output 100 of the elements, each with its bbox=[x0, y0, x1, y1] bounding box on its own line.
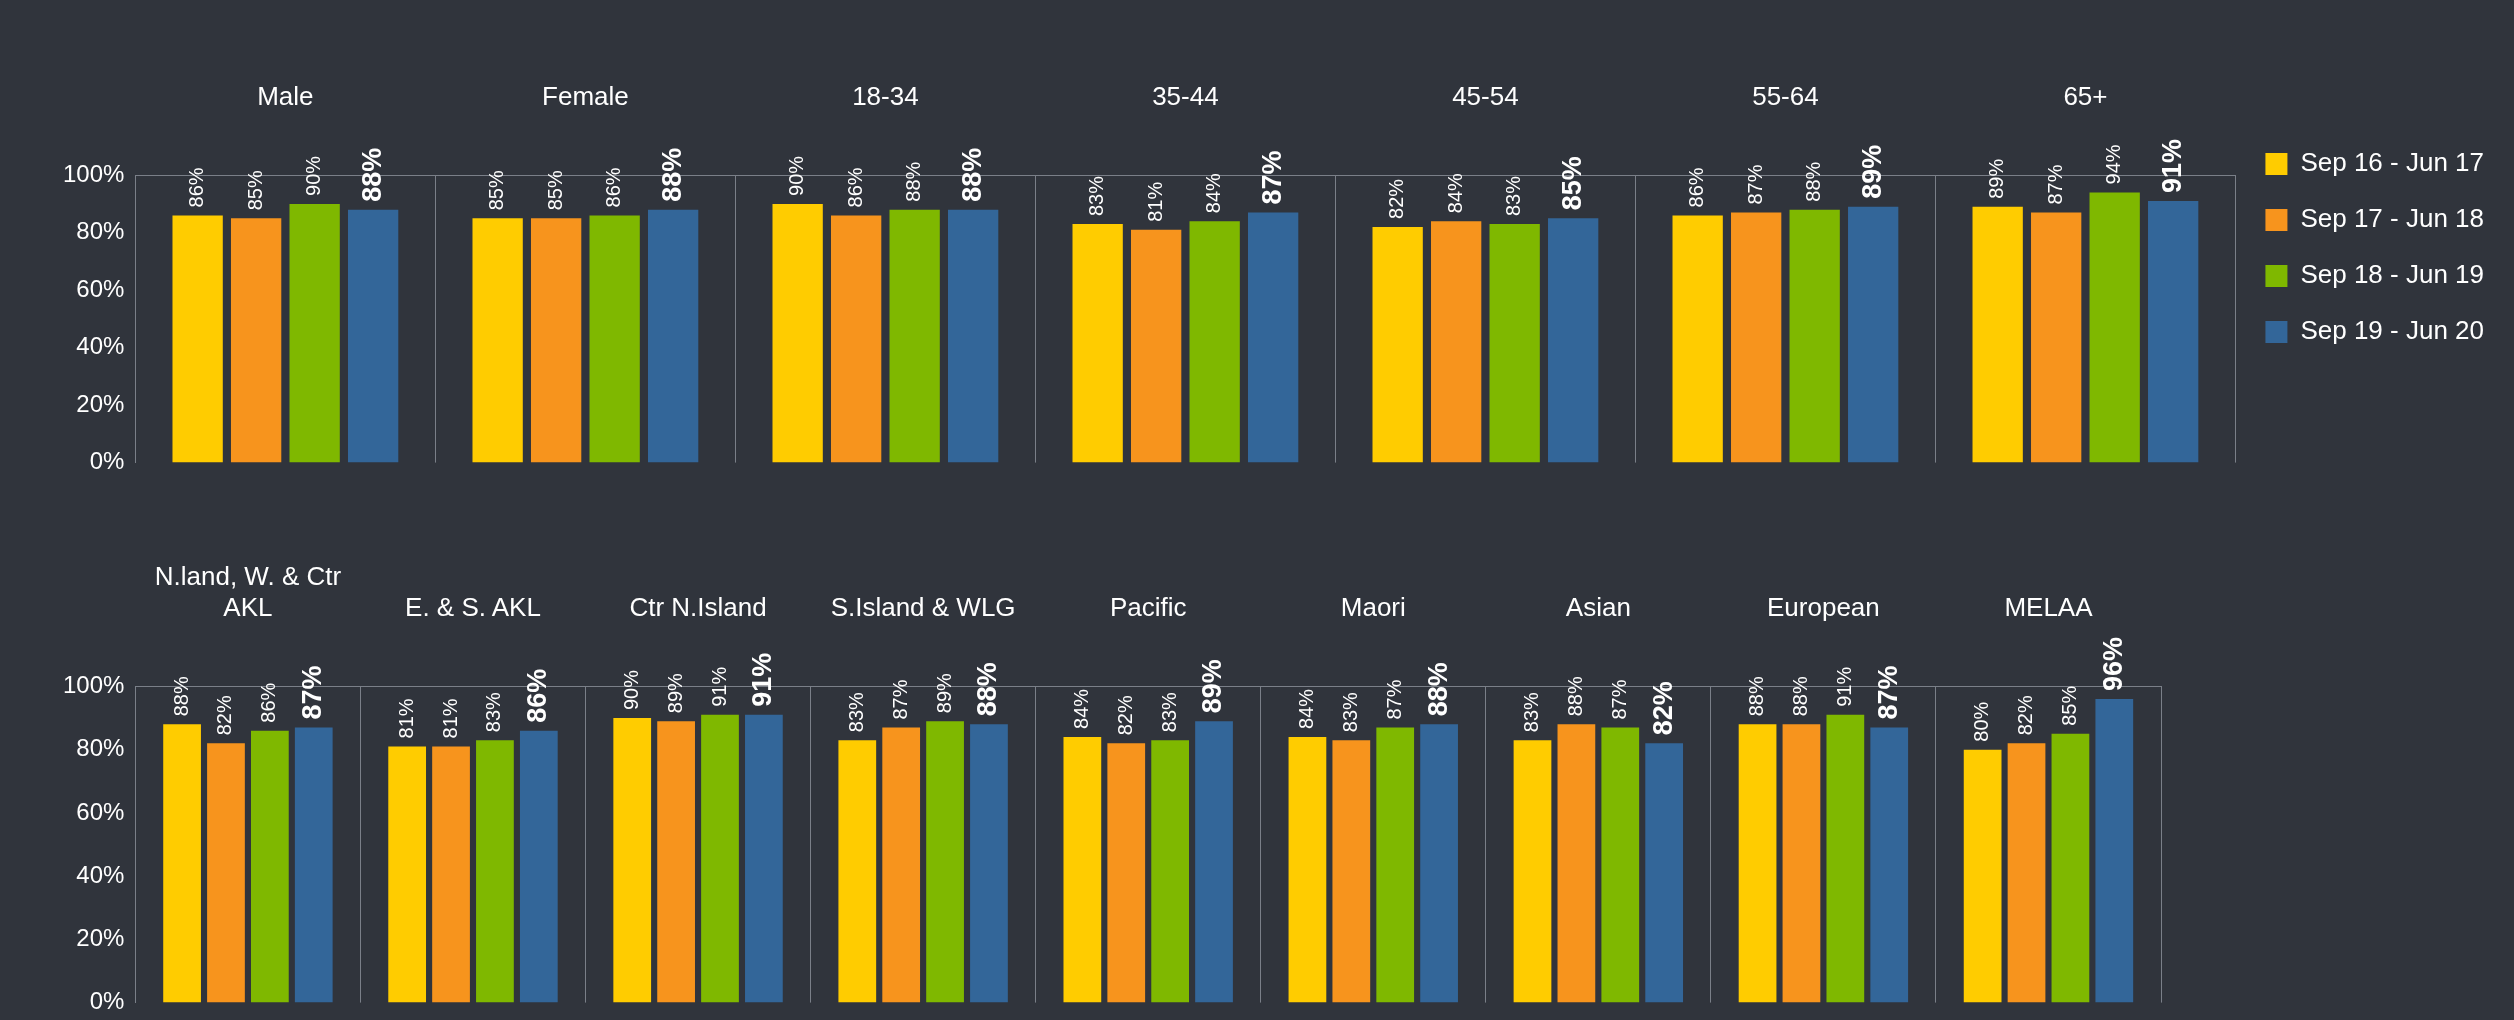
bar bbox=[1332, 740, 1371, 1003]
data-label: 82% bbox=[1647, 681, 1678, 736]
data-label: 83% bbox=[844, 691, 867, 733]
bar bbox=[1431, 221, 1482, 463]
data-label: 89% bbox=[1856, 144, 1887, 199]
data-label: 86% bbox=[522, 668, 553, 723]
bar bbox=[1489, 224, 1540, 463]
data-label: 89% bbox=[1985, 158, 2008, 199]
data-label: 88% bbox=[1788, 676, 1811, 717]
bar bbox=[2089, 192, 2140, 463]
data-label: 94% bbox=[2102, 144, 2125, 185]
bar bbox=[2095, 699, 2134, 1003]
bar bbox=[772, 203, 823, 463]
data-label: 84% bbox=[1294, 688, 1317, 729]
data-label: 84% bbox=[1069, 688, 1092, 729]
y-tick-label: 20% bbox=[76, 389, 125, 417]
data-label: 89% bbox=[1197, 659, 1228, 714]
bar bbox=[250, 730, 289, 1003]
bar bbox=[647, 209, 699, 463]
bar bbox=[613, 718, 652, 1003]
x-tick-label: 55-64 bbox=[1752, 80, 1819, 111]
data-label: 88% bbox=[1802, 161, 1825, 202]
bar bbox=[947, 209, 999, 463]
data-label: 86% bbox=[843, 167, 866, 208]
bar bbox=[476, 740, 514, 1003]
data-label: 87% bbox=[1872, 665, 1903, 720]
legend-label: Sep 16 - Jun 17 bbox=[2300, 147, 2484, 178]
bar bbox=[2148, 201, 2199, 463]
bar bbox=[1731, 212, 1782, 463]
data-label: 83% bbox=[1157, 691, 1180, 733]
bar bbox=[1376, 727, 1415, 1003]
data-label: 88% bbox=[1422, 662, 1453, 717]
bar bbox=[519, 730, 558, 1003]
data-label: 87% bbox=[2043, 164, 2066, 205]
x-tick-label: N.land, W. & Ctr AKL bbox=[154, 560, 342, 622]
bar bbox=[432, 746, 470, 1003]
x-tick-label: Pacific bbox=[1109, 591, 1187, 622]
data-label: 87% bbox=[297, 665, 328, 720]
data-label: 88% bbox=[1563, 676, 1586, 717]
data-label: 86% bbox=[602, 167, 625, 208]
x-tick-label: European bbox=[1767, 591, 1880, 622]
x-tick-label: 65+ bbox=[2063, 80, 2108, 111]
bar bbox=[472, 218, 523, 463]
data-label: 88% bbox=[656, 147, 687, 202]
bar bbox=[830, 215, 882, 463]
bar bbox=[1372, 226, 1423, 463]
data-label: 83% bbox=[1502, 175, 1525, 217]
y-tick-label: 0% bbox=[89, 447, 125, 475]
bar bbox=[1288, 736, 1327, 1003]
data-label: 87% bbox=[1382, 679, 1405, 720]
x-tick-label: Ctr N.Island bbox=[629, 591, 767, 622]
data-label: 85% bbox=[2057, 685, 2080, 726]
bar bbox=[1195, 721, 1233, 1003]
bar bbox=[701, 714, 739, 1003]
bar bbox=[926, 721, 964, 1003]
data-label: 87% bbox=[1607, 679, 1630, 720]
data-label: 85% bbox=[243, 170, 266, 211]
data-label: 90% bbox=[785, 155, 808, 196]
bar bbox=[589, 215, 640, 463]
data-label: 88% bbox=[972, 662, 1003, 717]
data-label: 88% bbox=[956, 147, 987, 202]
bar bbox=[1420, 724, 1458, 1003]
data-label: 90% bbox=[619, 669, 642, 711]
data-label: 88% bbox=[356, 147, 387, 202]
y-tick-label: 60% bbox=[76, 797, 125, 825]
bar bbox=[1107, 743, 1146, 1003]
bar bbox=[838, 740, 877, 1003]
data-label: 91% bbox=[747, 652, 778, 707]
data-label: 83% bbox=[1338, 691, 1361, 733]
data-label: 89% bbox=[663, 672, 686, 714]
data-label: 85% bbox=[543, 170, 566, 211]
x-tick-label: 18-34 bbox=[852, 80, 919, 111]
y-tick-label: 60% bbox=[76, 274, 125, 302]
data-label: 84% bbox=[1443, 172, 1466, 214]
y-tick-label: 0% bbox=[89, 987, 125, 1015]
bar bbox=[970, 724, 1008, 1003]
data-label: 81% bbox=[394, 698, 417, 739]
bar bbox=[745, 714, 783, 1003]
data-label: 96% bbox=[2097, 637, 2128, 692]
bar bbox=[294, 727, 333, 1003]
bar bbox=[1789, 209, 1840, 463]
data-label: 82% bbox=[1113, 695, 1136, 736]
bar bbox=[1513, 740, 1552, 1003]
bar bbox=[388, 746, 427, 1003]
data-label: 88% bbox=[902, 161, 925, 202]
data-label: 88% bbox=[169, 676, 192, 717]
data-label: 82% bbox=[213, 695, 236, 736]
bar bbox=[882, 727, 921, 1003]
bar bbox=[163, 724, 201, 1003]
bar bbox=[289, 203, 340, 463]
x-tick-label: Female bbox=[542, 80, 629, 111]
y-tick-label: 20% bbox=[76, 923, 125, 951]
data-label: 87% bbox=[888, 679, 911, 720]
data-label: 84% bbox=[1202, 172, 1225, 214]
bar bbox=[172, 215, 223, 463]
legend-label: Sep 18 - Jun 19 bbox=[2300, 259, 2484, 290]
bar bbox=[1072, 224, 1123, 463]
y-tick-label: 40% bbox=[76, 332, 125, 360]
x-tick-label: Male bbox=[257, 80, 314, 111]
data-label: 91% bbox=[707, 666, 730, 707]
